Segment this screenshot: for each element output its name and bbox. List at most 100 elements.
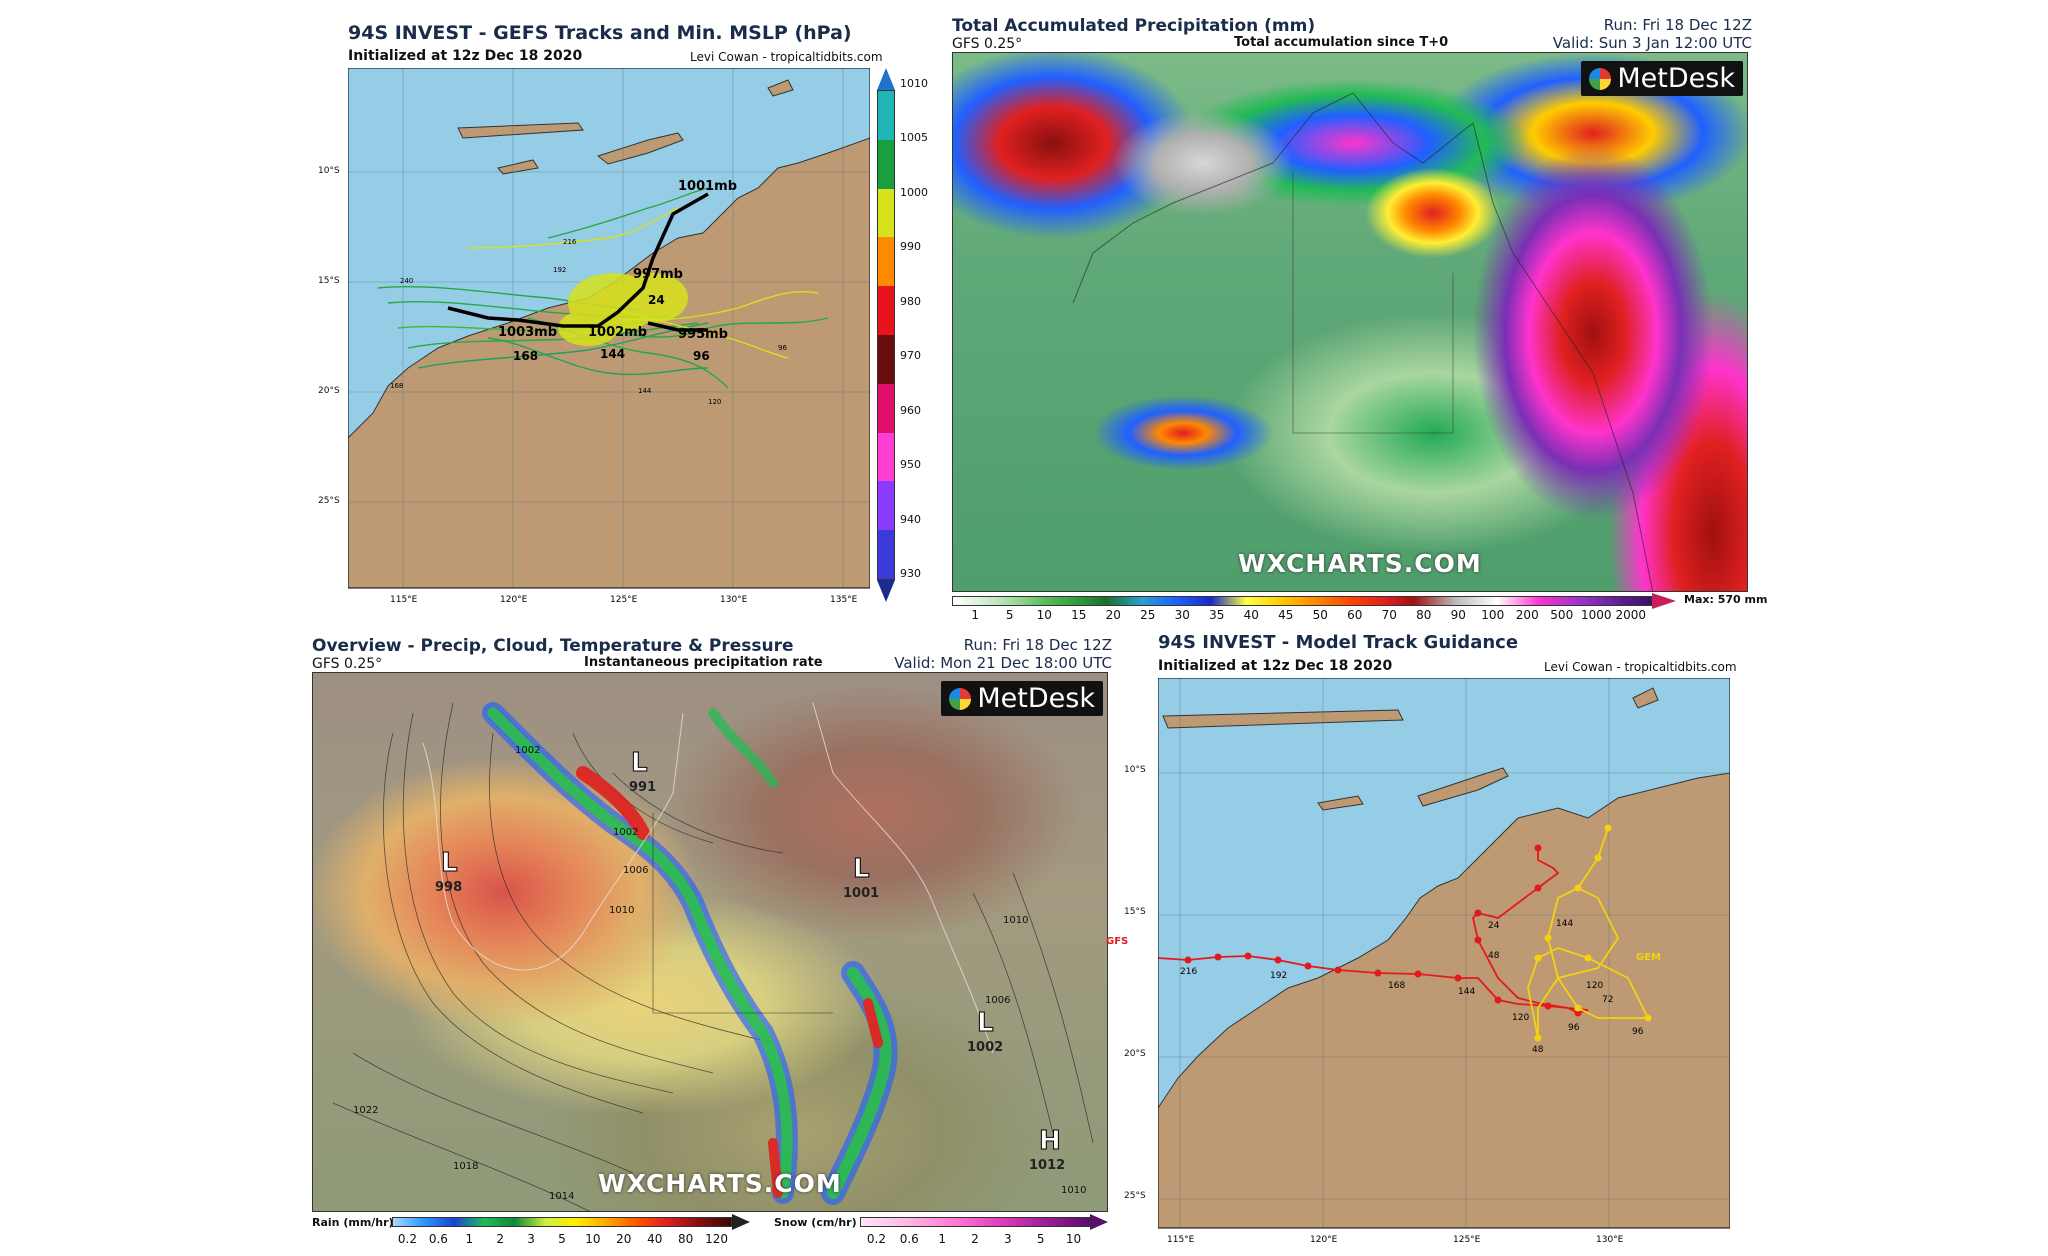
- metdesk-icon: [1589, 68, 1612, 90]
- flores-island: [1162, 709, 1404, 729]
- snow-scale-label: Snow (cm/hr): [774, 1216, 857, 1229]
- scale-tick: 500: [1550, 608, 1574, 622]
- panel-subtitle: Initialized at 12z Dec 18 2020: [1158, 658, 1393, 674]
- small-label: 144: [638, 387, 652, 395]
- scale-tick: 25: [1140, 608, 1156, 622]
- isobar-label: 1010: [1003, 915, 1028, 926]
- metdesk-logo: MetDesk: [1581, 61, 1743, 96]
- panel-model: GFS 0.25°: [952, 36, 1023, 52]
- gefs-tracks-panel: 94S INVEST - GEFS Tracks and Min. MSLP (…: [318, 20, 928, 610]
- lon-label: 125°E: [1453, 1235, 1481, 1245]
- scale-tick: 0.2: [866, 1232, 886, 1246]
- colorbar-segment: [878, 530, 894, 579]
- scale-tick: 1: [938, 1232, 946, 1246]
- lon-label: 135°E: [830, 595, 858, 605]
- lat-label: 20°S: [318, 386, 340, 396]
- colorbar-ticks: 1010 1005 1000 990 980 970 960 950 940 930: [900, 77, 940, 580]
- gfs-hour-label: 96: [1568, 1023, 1580, 1033]
- colorbar-tick: 980: [900, 294, 921, 308]
- colorbar-segment: [878, 432, 894, 482]
- high-value: 1012: [1029, 1158, 1065, 1173]
- colorbar-segment: [878, 91, 894, 140]
- gem-track: [1527, 824, 1652, 1042]
- colorbar-segment: [878, 383, 894, 433]
- overview-panel: Overview - Precip, Cloud, Temperature & …: [312, 636, 1112, 1256]
- scale-tick: 35: [1209, 608, 1225, 622]
- colorbar-tick: 1000: [900, 185, 928, 199]
- small-label: 240: [400, 277, 413, 285]
- gfs-hour-label: 48: [1488, 951, 1500, 961]
- scale-tick: 10: [1036, 608, 1052, 622]
- australia-land: [348, 137, 870, 589]
- australia-land: [1158, 772, 1730, 1229]
- isobar-label: 1002: [515, 745, 540, 756]
- scale-tick: 20: [616, 1232, 632, 1246]
- panel-subtitle: Initialized at 12z Dec 18 2020: [348, 48, 583, 64]
- guidance-map: 240 216 192 168 144 120 96 48 24 144 120…: [1158, 678, 1730, 1245]
- isobar-label: 1018: [453, 1161, 478, 1172]
- rain-scale-label: Rain (mm/hr): [312, 1216, 394, 1229]
- colorbar-segment: [878, 286, 894, 335]
- scale-tick: 50: [1312, 608, 1328, 622]
- panel-valid: Valid: Sun 3 Jan 12:00 UTC: [1552, 34, 1752, 52]
- scale-tick: 70: [1381, 608, 1397, 622]
- hour-label-168: 168: [513, 349, 538, 363]
- scale-tick: 100: [1481, 608, 1505, 622]
- colorbar-segment: [878, 481, 894, 531]
- gem-hour-label: 48: [1532, 1045, 1544, 1055]
- precip-max-label: Max: 570 mm: [1684, 593, 1768, 606]
- colorbar-tick: 1010: [900, 77, 928, 90]
- lon-label: 120°E: [1310, 1235, 1338, 1245]
- lat-label: 10°S: [1124, 765, 1146, 775]
- lat-label: 10°S: [318, 166, 340, 176]
- colorbar-segment: [878, 188, 894, 238]
- isobar-label: 1010: [609, 905, 634, 916]
- lon-label: 115°E: [390, 595, 418, 605]
- scale-tick: 3: [527, 1232, 535, 1246]
- scale-tick: 5: [1036, 1232, 1045, 1246]
- rain-scale-ticks: 0.2 0.6 1 2 3 5 10 20 40 80 120: [392, 1232, 732, 1248]
- gfs-hour-label: 120: [1512, 1013, 1529, 1023]
- small-label: 120: [708, 398, 721, 406]
- lat-label: 25°S: [318, 496, 340, 506]
- gfs-side-label: GFS: [1106, 936, 1129, 947]
- colorbar-tick: 970: [900, 349, 921, 363]
- scale-tick: 80: [677, 1232, 694, 1246]
- hour-label-96: 96: [693, 349, 710, 363]
- small-label: 96: [778, 344, 787, 352]
- mslp-colorbar: [877, 68, 895, 608]
- scale-tick: 2: [496, 1232, 504, 1246]
- panel-title: Total Accumulated Precipitation (mm): [952, 16, 1316, 36]
- wxcharts-watermark: WXCHARTS.COM: [1238, 549, 1482, 578]
- panel-run: Run: Fri 18 Dec 12Z: [1603, 16, 1752, 34]
- lat-label: 20°S: [1124, 1049, 1146, 1059]
- panel-title: 94S INVEST - Model Track Guidance: [1158, 632, 1519, 653]
- flores-island: [457, 122, 584, 139]
- low-symbol: L: [631, 748, 648, 778]
- panel-title: 94S INVEST - GEFS Tracks and Min. MSLP (…: [348, 22, 852, 44]
- colorbar-tick: 930: [900, 567, 921, 580]
- lon-label: 130°E: [1596, 1235, 1624, 1245]
- scale-tick: 2000: [1615, 608, 1647, 622]
- scale-tick: 3: [1004, 1232, 1012, 1246]
- scale-tick: 15: [1071, 608, 1087, 622]
- panel-credit: Levi Cowan - tropicaltidbits.com: [1544, 660, 1737, 674]
- isobar-label: 1010: [1061, 1185, 1086, 1196]
- scale-tick: 1000: [1580, 608, 1612, 622]
- mean-label-995: 995mb: [678, 327, 728, 342]
- lat-label: 25°S: [1124, 1191, 1146, 1201]
- panel-credit: Levi Cowan - tropicaltidbits.com: [690, 50, 883, 64]
- lon-label: 125°E: [610, 595, 638, 605]
- scale-tick: 0.2: [397, 1232, 417, 1246]
- colorbar-tick: 960: [900, 403, 921, 417]
- mean-label-1002: 1002mb: [588, 325, 647, 340]
- sumba-island: [1317, 795, 1364, 811]
- scale-tick: 40: [647, 1232, 663, 1246]
- panel-title: Overview - Precip, Cloud, Temperature & …: [312, 636, 794, 656]
- metdesk-logo: MetDesk: [941, 681, 1103, 716]
- low-value: 1002: [967, 1040, 1003, 1055]
- scale-tick: 90: [1450, 608, 1466, 622]
- accum-precip-panel: Total Accumulated Precipitation (mm) GFS…: [952, 16, 1767, 622]
- small-label: 168: [390, 382, 403, 390]
- gefs-map: 1001mb 997mb 1003mb 1002mb 995mb 24 168 …: [348, 68, 870, 605]
